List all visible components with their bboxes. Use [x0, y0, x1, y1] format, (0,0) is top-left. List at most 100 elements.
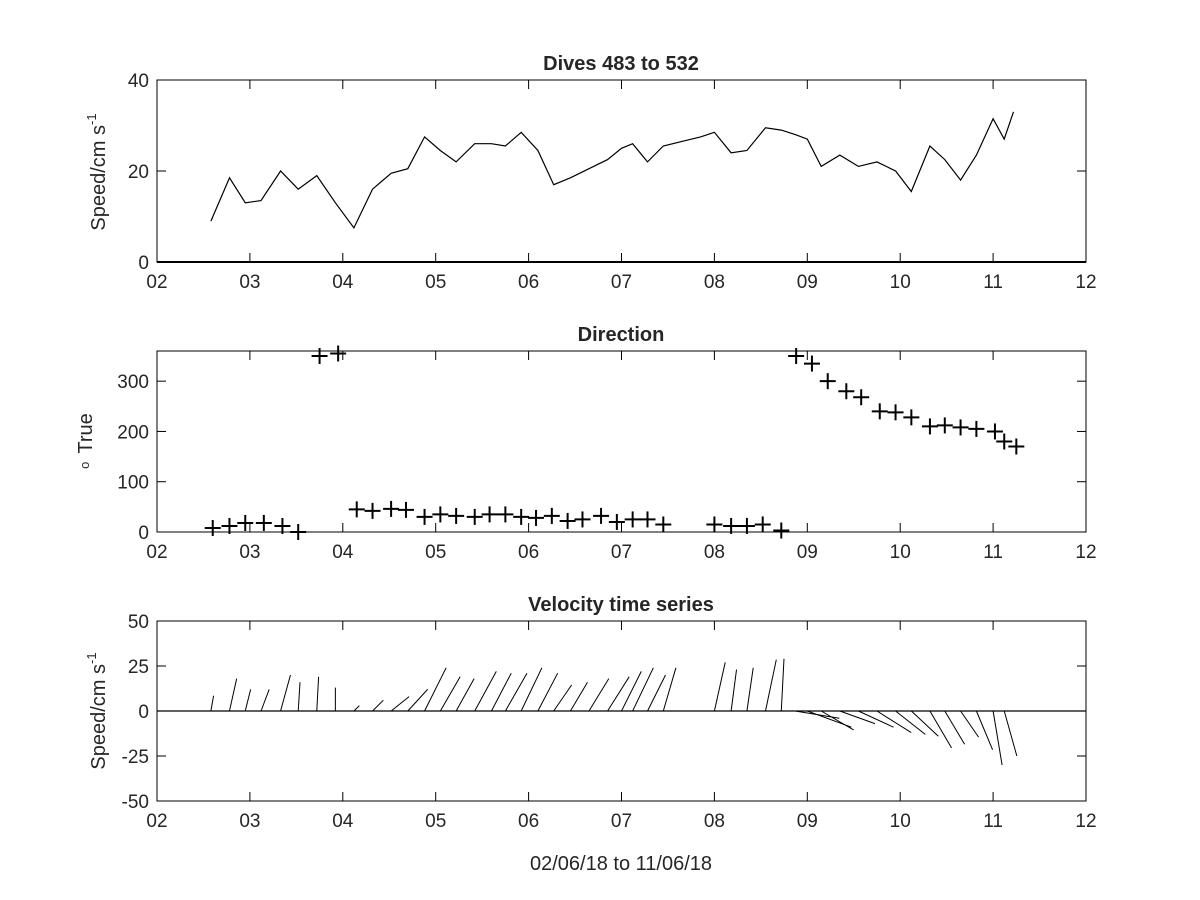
- direction-panel: Direction 02 03 04 05 06 07 08 09 10 11 12 0 100 200 3…: [75, 324, 1097, 563]
- direction-data-point: [887, 404, 904, 421]
- velocity-x-tick-label: 06: [518, 811, 539, 832]
- speed-x-tick-label: 08: [704, 272, 725, 293]
- velocity-plot-area: 02 03 04 05 06 07 08 09 10 11 12 -50 -25 0 25 50: [122, 612, 1097, 832]
- speed-axes-frame: [156, 79, 1087, 263]
- direction-data-point: [986, 423, 1003, 440]
- speed-x-tick-label: 09: [797, 272, 818, 293]
- velocity-y-tick-label: -50: [122, 792, 149, 813]
- velocity-vector-stick: [316, 676, 320, 712]
- direction-data-point: [330, 345, 347, 362]
- direction-x-tick-label: 08: [704, 542, 725, 563]
- direction-data-point: [574, 511, 591, 528]
- velocity-vector-stick: [647, 674, 666, 712]
- direction-data-point: [466, 508, 483, 525]
- velocity-panel: Velocity time series 02 03 04 05 06 07 08 09 10 1…: [84, 594, 1097, 875]
- velocity-vector-stick: [280, 674, 291, 712]
- speed-x-tick-label: 11: [983, 272, 1003, 293]
- direction-x-tick-label: 09: [797, 542, 818, 563]
- velocity-y-axis-label-main: Speed/cm s: [88, 664, 110, 770]
- direction-data-point: [497, 506, 514, 523]
- direction-data-point: [723, 517, 740, 534]
- direction-data-point: [481, 506, 498, 523]
- direction-x-tick-label: 04: [332, 542, 354, 563]
- velocity-x-tick-label: 07: [611, 811, 632, 832]
- direction-plot-area: 02 03 04 05 06 07 08 09 10 11 12 0 100 200 300: [117, 345, 1097, 563]
- speed-x-tick-label: 04: [332, 272, 354, 293]
- velocity-x-tick-label: 04: [332, 811, 354, 832]
- speed-x-tick-label: 06: [518, 272, 539, 293]
- speed-y-tick-label: 40: [128, 71, 149, 92]
- direction-x-tick-label: 03: [239, 542, 260, 563]
- direction-data-point: [204, 519, 221, 536]
- direction-data-point: [416, 508, 433, 525]
- direction-y-tick-label: 200: [117, 422, 149, 443]
- velocity-vector-stick: [876, 710, 912, 734]
- speed-x-tick-label: 02: [146, 272, 167, 293]
- speed-x-tick-label: 10: [890, 272, 911, 293]
- velocity-x-tick-label: 05: [425, 811, 446, 832]
- speed-y-tick-label: 20: [128, 162, 149, 183]
- velocity-vector-stick: [780, 658, 785, 712]
- direction-data-point: [397, 501, 414, 518]
- velocity-vector-stick: [520, 667, 543, 712]
- velocity-vector-stick: [839, 710, 876, 725]
- direction-data-point: [608, 513, 625, 530]
- velocity-vector-stick: [820, 710, 854, 731]
- direction-data-point: [432, 506, 449, 523]
- velocity-vector-stick: [210, 695, 215, 712]
- velocity-vector-stick: [858, 710, 894, 728]
- direction-data-point: [655, 516, 672, 533]
- velocity-vector-stick: [975, 710, 994, 750]
- direction-data-point: [903, 409, 920, 426]
- direction-y-axis-label: o True: [75, 413, 97, 469]
- speed-y-tick-label: 0: [138, 253, 149, 274]
- direction-x-tick-label: 12: [1075, 542, 1096, 563]
- velocity-vector-stick: [713, 662, 726, 712]
- velocity-y-tick-label: 25: [128, 657, 149, 678]
- velocity-vector-stick: [553, 684, 573, 712]
- direction-chart-title: Direction: [578, 324, 665, 346]
- velocity-vector-stick: [992, 710, 1003, 766]
- direction-data-point: [237, 514, 254, 531]
- velocity-vector-stick: [944, 710, 966, 745]
- velocity-vector-stick: [439, 676, 461, 712]
- velocity-vector-stick: [504, 672, 528, 712]
- velocity-vector-stick: [390, 696, 410, 712]
- direction-data-point: [290, 524, 307, 540]
- velocity-vector-stick: [455, 678, 475, 712]
- direction-data-point: [639, 511, 656, 528]
- direction-data-point: [952, 419, 969, 436]
- velocity-vector-stick: [372, 699, 384, 712]
- speed-y-axis-label: Speed/cm s-1: [84, 113, 110, 230]
- direction-y-tick-label: 0: [138, 523, 149, 544]
- velocity-vector-stick: [765, 659, 777, 712]
- speed-y-axis-label-main: Speed/cm s: [88, 125, 110, 231]
- direction-data-point: [528, 509, 545, 526]
- direction-x-tick-label: 06: [518, 542, 539, 563]
- direction-y-axis-label-superscript: o: [77, 462, 92, 469]
- direction-data-point: [706, 516, 723, 533]
- direction-data-point: [593, 507, 610, 524]
- speed-series-line: [210, 111, 1015, 230]
- velocity-vector-stick: [424, 667, 447, 712]
- speed-x-tick-label: 03: [239, 272, 260, 293]
- velocity-vector-stick: [244, 689, 252, 712]
- direction-x-tick-label: 02: [146, 542, 167, 563]
- direction-data-point: [921, 418, 938, 435]
- direction-x-tick-label: 07: [611, 542, 632, 563]
- velocity-vector-stick: [607, 676, 630, 712]
- speed-x-tick-label: 12: [1075, 272, 1096, 293]
- direction-y-axis-label-main: True: [75, 413, 97, 453]
- direction-data-point: [383, 500, 400, 517]
- speed-chart-title: Dives 483 to 532: [543, 53, 699, 75]
- direction-data-point: [513, 508, 530, 525]
- velocity-vector-stick: [632, 667, 654, 712]
- velocity-vector-stick: [474, 671, 497, 712]
- velocity-vector-stick: [260, 689, 270, 712]
- velocity-vector-stick: [929, 710, 952, 749]
- velocity-chart-title: Velocity time series: [528, 594, 714, 616]
- velocity-y-tick-label: 0: [138, 702, 149, 723]
- velocity-y-axis-label: Speed/cm s-1: [84, 652, 110, 769]
- direction-y-tick-label: 100: [117, 473, 149, 494]
